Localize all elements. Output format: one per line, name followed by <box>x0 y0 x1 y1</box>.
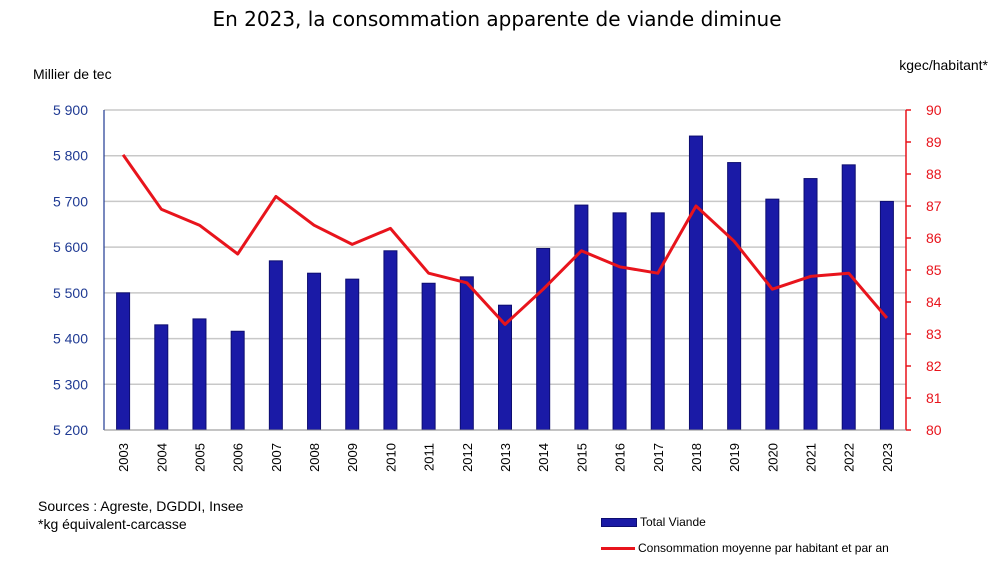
y-axis-right-title: kgec/habitant* <box>899 57 988 73</box>
x-tick-label: 2007 <box>269 443 284 472</box>
y-right-tick-label: 81 <box>926 390 942 406</box>
x-tick-label: 2005 <box>192 443 207 472</box>
x-tick-label: 2014 <box>536 443 551 472</box>
bar-2005 <box>192 318 207 431</box>
y-left-tick-label: 5 800 <box>53 148 88 164</box>
legend-item-bars: Total Viande <box>601 515 706 529</box>
bar-2009 <box>345 278 360 431</box>
bar-2018 <box>688 135 703 431</box>
legend-item-line: Consommation moyenne par habitant et par… <box>601 541 889 555</box>
x-tick-label: 2016 <box>613 443 628 472</box>
x-tick-label: 2012 <box>460 443 475 472</box>
bar-2006 <box>230 330 245 431</box>
bar-2007 <box>268 260 283 431</box>
x-tick-label: 2023 <box>880 443 895 472</box>
y-right-tick-label: 82 <box>926 358 942 374</box>
bar-2012 <box>459 276 474 431</box>
x-tick-label: 2017 <box>651 443 666 472</box>
bar-2021 <box>803 178 818 431</box>
bar-2022 <box>841 164 856 431</box>
x-tick-label: 2004 <box>154 443 169 472</box>
footnote: *kg équivalent-carcasse <box>38 516 187 532</box>
y-right-tick-label: 90 <box>926 102 942 118</box>
x-tick-label: 2022 <box>842 443 857 472</box>
y-right-tick-label: 87 <box>926 198 942 214</box>
y-right-tick-label: 80 <box>926 422 942 438</box>
legend-label-bars: Total Viande <box>640 515 706 529</box>
bar-2016 <box>612 212 627 431</box>
y-right-tick-label: 86 <box>926 230 942 246</box>
y-right-tick-label: 83 <box>926 326 942 342</box>
y-right-tick-label: 89 <box>926 134 942 150</box>
y-left-tick-label: 5 400 <box>53 331 88 347</box>
bars-total-viande <box>116 135 894 431</box>
bar-2008 <box>307 272 322 431</box>
x-tick-label: 2015 <box>574 443 589 472</box>
y-axis-left-title: Millier de tec <box>33 66 112 82</box>
x-tick-label: 2021 <box>804 443 819 472</box>
bar-2010 <box>383 250 398 431</box>
legend-swatch-bar <box>601 518 637 528</box>
bar-2003 <box>116 292 131 431</box>
sources-note: Sources : Agreste, DGDDI, Insee <box>38 498 244 514</box>
bar-2017 <box>650 212 665 431</box>
x-tick-label: 2006 <box>231 443 246 472</box>
chart-title: En 2023, la consommation apparente de vi… <box>212 7 781 31</box>
y-left-tick-label: 5 300 <box>53 376 88 392</box>
legend-swatch-line <box>601 547 635 551</box>
x-tick-label: 2018 <box>689 443 704 472</box>
x-tick-label: 2009 <box>345 443 360 472</box>
y-left-tick-label: 5 200 <box>53 422 88 438</box>
x-tick-label: 2013 <box>498 443 513 472</box>
x-tick-label: 2011 <box>422 443 437 471</box>
y-left-tick-label: 5 700 <box>53 193 88 209</box>
x-tick-label: 2003 <box>116 443 131 472</box>
bar-2014 <box>536 248 551 431</box>
x-tick-label: 2019 <box>727 443 742 472</box>
legend-label-line: Consommation moyenne par habitant et par… <box>638 541 889 555</box>
y-right-tick-label: 85 <box>926 262 942 278</box>
y-left-tick-label: 5 900 <box>53 102 88 118</box>
line-consommation <box>121 153 889 326</box>
y-left-tick-label: 5 500 <box>53 285 88 301</box>
bar-2004 <box>154 324 169 431</box>
line-series-consommation <box>121 153 889 326</box>
y-right-tick-label: 84 <box>926 294 942 310</box>
bar-2015 <box>574 204 589 431</box>
y-right-tick-label: 88 <box>926 166 942 182</box>
y-axis-right-ticks: 80 81 82 83 84 85 86 87 88 89 90 <box>906 102 942 438</box>
x-tick-label: 2008 <box>307 443 322 472</box>
y-axis-left-ticks: 5 200 5 300 5 400 5 500 5 600 5 700 5 800 5 900 <box>53 102 88 438</box>
bar-2019 <box>727 162 742 431</box>
bar-2011 <box>421 282 436 431</box>
x-tick-label: 2020 <box>765 443 780 472</box>
x-axis-ticks: 2003 2004 2005 2006 2007 2008 2009 2010 2011 2012… <box>116 443 895 472</box>
bar-2020 <box>765 198 780 431</box>
x-tick-label: 2010 <box>383 443 398 472</box>
y-left-tick-label: 5 600 <box>53 239 88 255</box>
